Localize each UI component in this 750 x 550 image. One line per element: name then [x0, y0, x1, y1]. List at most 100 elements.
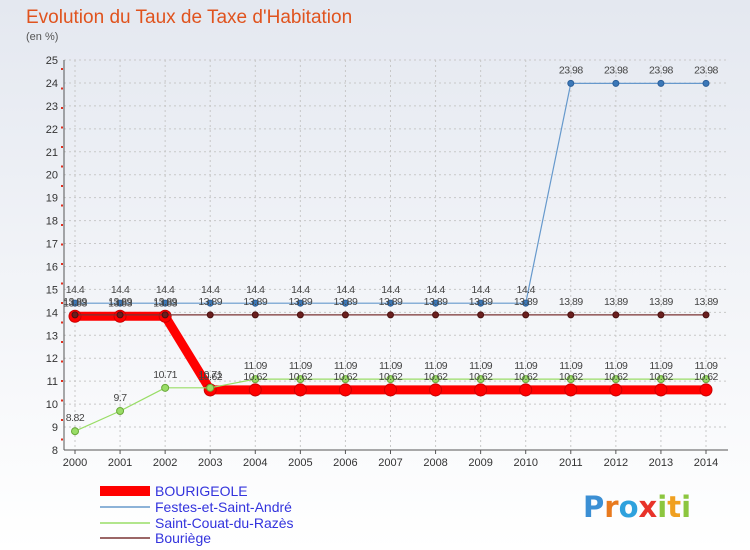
data-label-1: 14.4 — [471, 284, 490, 296]
data-label-2: 11.09 — [649, 360, 673, 372]
data-point-2 — [476, 375, 485, 384]
axis-marker — [61, 399, 63, 402]
axis-marker — [61, 68, 63, 70]
data-label-1: 14.4 — [291, 284, 310, 296]
data-label-1: 14.4 — [516, 284, 535, 296]
data-label-3: 13.89 — [469, 296, 493, 308]
data-label-2: 9.7 — [114, 392, 128, 404]
axis-marker — [61, 321, 63, 324]
data-point-1 — [387, 299, 394, 307]
data-label-0: 10.62 — [424, 371, 448, 383]
data-point-1 — [522, 299, 530, 307]
x-tick-label: 2003 — [198, 457, 222, 469]
axis-marker — [61, 341, 63, 343]
data-point-2 — [206, 383, 215, 392]
axis-marker — [61, 126, 63, 129]
x-tick-label: 2011 — [559, 457, 583, 469]
data-label-2: 11.09 — [424, 360, 448, 372]
data-label-1: 14.4 — [426, 284, 445, 296]
data-label-0: 13.83 — [108, 297, 132, 309]
axis-marker — [61, 107, 63, 109]
axis-marker — [61, 165, 63, 168]
data-label-1: 14.4 — [66, 284, 85, 296]
data-point-3 — [432, 311, 440, 319]
x-tick-label: 2001 — [108, 457, 132, 469]
data-point-2 — [296, 375, 305, 384]
data-label-0: 10.62 — [243, 371, 267, 383]
data-label-1: 23.98 — [694, 64, 718, 76]
data-point-0 — [338, 383, 352, 397]
data-point-1 — [657, 79, 665, 87]
data-label-1: 14.4 — [381, 284, 400, 296]
axis-marker — [61, 380, 63, 382]
data-point-2 — [656, 375, 665, 384]
data-label-3: 13.89 — [559, 296, 583, 308]
y-tick-label: 23 — [46, 101, 58, 113]
data-label-2: 11.09 — [379, 360, 403, 372]
y-tick-label: 16 — [46, 261, 58, 273]
data-point-3 — [477, 311, 485, 319]
x-tick-label: 2007 — [378, 457, 402, 469]
data-label-1: 14.4 — [156, 284, 175, 296]
data-point-1 — [71, 299, 79, 307]
data-point-3 — [116, 311, 124, 319]
data-label-1: 14.4 — [336, 284, 355, 296]
data-point-0 — [474, 383, 488, 397]
data-point-0 — [248, 383, 262, 397]
axis-marker — [61, 243, 63, 246]
data-point-2 — [161, 383, 170, 392]
data-label-1: 23.98 — [604, 64, 628, 76]
data-label-2: 10.71 — [153, 369, 177, 381]
data-point-1 — [116, 299, 124, 307]
data-point-1 — [477, 299, 485, 307]
data-label-0: 10.62 — [288, 371, 312, 383]
y-tick-label: 8 — [52, 445, 58, 457]
data-point-2 — [521, 375, 530, 384]
data-point-3 — [387, 311, 394, 319]
data-label-3: 13.89 — [108, 296, 132, 308]
x-tick-label: 2009 — [468, 457, 492, 469]
x-tick-label: 2012 — [604, 457, 628, 469]
legend-label-0: BOURIGEOLE — [155, 483, 248, 499]
data-point-3 — [296, 311, 304, 319]
data-label-2: 11.09 — [604, 360, 628, 372]
data-point-3 — [251, 311, 259, 319]
y-tick-label: 13 — [46, 330, 58, 342]
data-point-1 — [567, 79, 575, 87]
data-point-1 — [702, 79, 710, 87]
x-tick-label: 2004 — [243, 457, 267, 469]
data-label-1: 14.4 — [246, 284, 265, 296]
data-label-1: 23.98 — [649, 64, 673, 76]
data-label-0: 10.62 — [694, 371, 718, 383]
data-point-2 — [611, 375, 620, 384]
y-tick-label: 9 — [52, 422, 58, 434]
data-label-2: 11.09 — [514, 360, 538, 372]
data-label-3: 13.89 — [63, 296, 87, 308]
axis-marker — [61, 263, 63, 265]
legend-label-3: Bouriège — [155, 530, 211, 546]
x-tick-label: 2014 — [694, 457, 718, 469]
data-label-2: 11.09 — [469, 360, 493, 372]
data-point-0 — [429, 383, 443, 397]
data-point-3 — [702, 311, 710, 319]
data-label-0: 10.62 — [649, 371, 673, 383]
axis-marker — [61, 302, 63, 304]
data-label-0: 10.62 — [379, 371, 403, 383]
data-label-2: 11.09 — [244, 360, 268, 372]
axis-marker — [61, 224, 63, 226]
data-label-1: 14.4 — [201, 284, 220, 296]
data-label-0: 10.62 — [559, 371, 583, 383]
data-point-1 — [206, 299, 214, 307]
axis-marker — [61, 438, 63, 441]
axis-marker — [61, 185, 63, 187]
y-tick-label: 20 — [46, 170, 58, 182]
y-tick-label: 25 — [46, 55, 58, 67]
data-point-0 — [293, 383, 307, 397]
y-tick-label: 11 — [47, 376, 58, 388]
y-tick-label: 24 — [46, 78, 58, 90]
data-label-2: 8.82 — [66, 412, 85, 424]
data-point-3 — [161, 311, 169, 319]
data-point-3 — [341, 311, 349, 319]
data-label-0: 10.62 — [469, 371, 493, 383]
